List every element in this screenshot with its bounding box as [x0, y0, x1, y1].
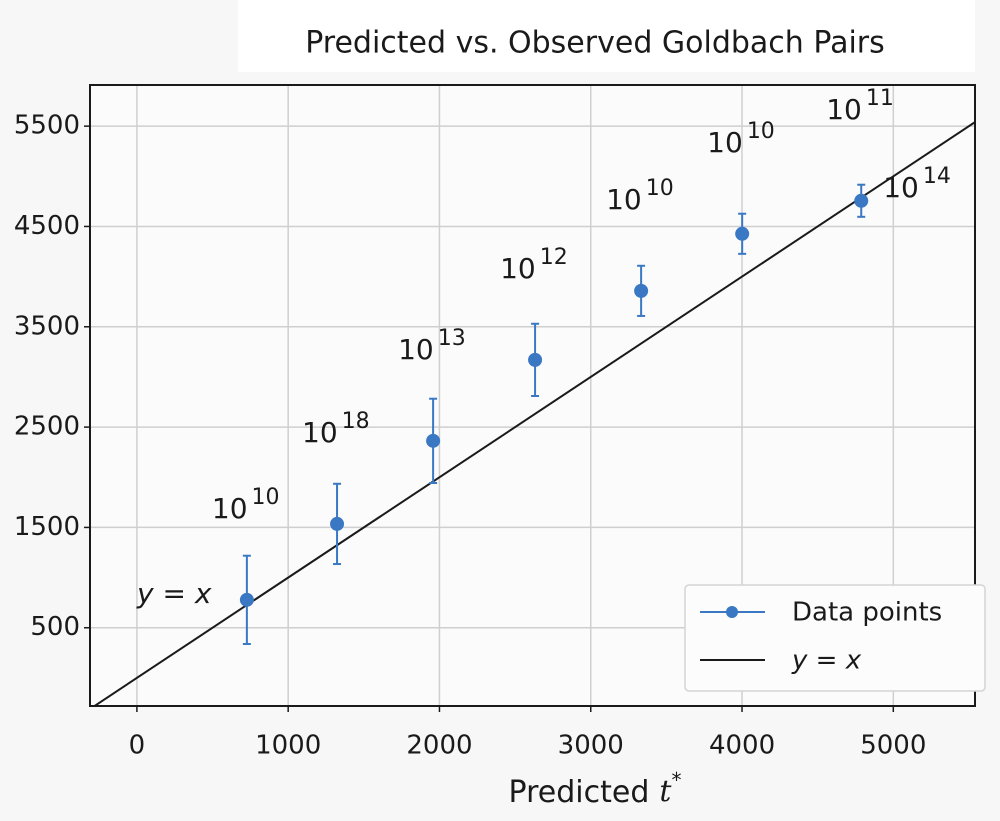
label-base: 10 — [826, 93, 862, 126]
y-tick-label: 4500 — [14, 211, 80, 241]
data-point-group — [330, 482, 345, 566]
point-label: 10 10 — [212, 485, 280, 525]
x-tick-label: 4000 — [709, 731, 775, 761]
label-base: 10 — [398, 333, 434, 366]
point-label: 10 11 — [826, 86, 894, 126]
label-exponent: 10 — [252, 485, 280, 510]
data-point-group — [634, 264, 649, 317]
point-label: 10 18 — [302, 409, 370, 449]
data-point-group — [426, 397, 441, 484]
data-point-group — [735, 212, 750, 255]
label-exponent: 13 — [438, 326, 466, 351]
label-exponent: 14 — [923, 164, 951, 189]
data-point — [735, 226, 750, 241]
data-point — [239, 592, 254, 607]
annotation: y = x — [136, 577, 212, 610]
y-tick-label: 1500 — [14, 512, 80, 542]
data-point — [854, 193, 869, 208]
label-exponent: 10 — [646, 176, 674, 201]
label-base: 10 — [606, 183, 642, 216]
y-tick-label: 5500 — [14, 111, 80, 141]
point-label: 10 13 — [398, 326, 466, 366]
plot-frame — [89, 84, 976, 707]
x-tick-label: 5000 — [860, 731, 926, 761]
legend: Data points y = x — [684, 584, 986, 692]
point-label: 10 14 — [883, 164, 951, 204]
point-label: 10 12 — [500, 245, 568, 285]
data-point — [528, 352, 543, 367]
data-point — [330, 516, 345, 531]
point-label: 10 10 — [707, 119, 775, 159]
chart-title: Predicted vs. Observed Goldbach Pairs — [305, 26, 885, 61]
x-tick-label: 1000 — [255, 731, 321, 761]
data-point-group — [528, 322, 543, 398]
legend-swatch-marker — [726, 606, 738, 618]
label-base: 10 — [500, 252, 536, 285]
y-tick-label: 500 — [30, 612, 80, 642]
label-exponent: 18 — [342, 409, 370, 434]
data-point-group — [239, 554, 254, 646]
label-base: 10 — [883, 171, 919, 204]
label-base: 10 — [212, 492, 248, 525]
y-tick-label: 3500 — [14, 311, 80, 341]
label-base: 10 — [707, 126, 743, 159]
x-axis-label: Predicted t* — [509, 768, 682, 810]
legend-label: y = x — [791, 646, 862, 676]
x-label-symbol: t — [659, 774, 672, 809]
data-point — [426, 433, 441, 448]
x-label-text: Predicted — [509, 775, 650, 810]
x-tick-label: 2000 — [406, 731, 472, 761]
title-background — [238, 0, 975, 72]
label-base: 10 — [302, 416, 338, 449]
y-tick-label: 2500 — [14, 412, 80, 442]
legend-label: Data points — [792, 598, 942, 628]
label-exponent: 12 — [540, 245, 568, 270]
label-exponent: 11 — [866, 86, 894, 111]
x-tick-label: 3000 — [558, 731, 624, 761]
point-label: 10 10 — [606, 176, 674, 216]
x-tick-label: 0 — [129, 731, 146, 761]
reference-line — [92, 121, 975, 706]
data-point — [634, 283, 649, 298]
label-exponent: 10 — [747, 119, 775, 144]
data-point-group — [854, 183, 869, 218]
x-label-sup: * — [671, 768, 681, 792]
